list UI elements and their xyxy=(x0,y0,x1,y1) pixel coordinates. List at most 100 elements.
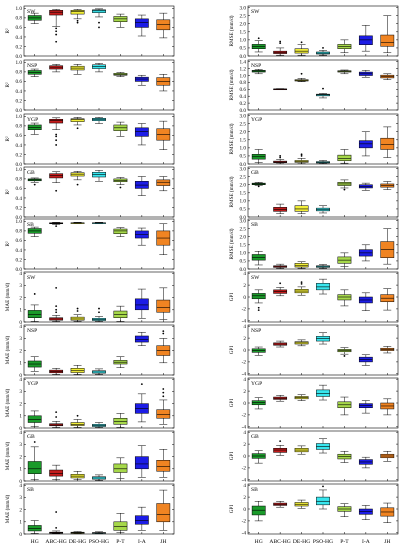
box-pso-hg xyxy=(92,8,106,29)
y-tick-label: 0.2 xyxy=(240,101,247,107)
box-de-hg xyxy=(70,364,85,375)
outlier-point xyxy=(55,411,58,414)
y-tick-label: 0 xyxy=(19,426,22,432)
box-p-t xyxy=(113,177,128,189)
y-tick-label: 1.0 xyxy=(16,6,23,12)
x-category-label: DE-HG xyxy=(69,539,86,545)
box-body xyxy=(156,409,171,419)
outlier-point xyxy=(257,185,260,188)
axes-frame xyxy=(23,218,175,270)
y-tick-label: 0.4 xyxy=(16,196,23,202)
y-tick-label: 0 xyxy=(243,507,246,513)
box-body xyxy=(156,179,171,186)
y-axis-label: GPI xyxy=(229,399,235,408)
outlier-point xyxy=(33,183,36,186)
y-tick-label: 1.5 xyxy=(240,243,247,249)
box-hg xyxy=(27,12,42,24)
box-body xyxy=(273,50,288,54)
box-abc-hg xyxy=(49,64,64,73)
box-de-hg xyxy=(294,200,309,215)
box-i-a xyxy=(358,70,373,78)
y-tick-label: 3 xyxy=(19,389,22,395)
box-de-hg xyxy=(294,72,309,82)
box-abc-hg xyxy=(49,411,64,428)
outlier-point xyxy=(76,127,79,130)
y-tick-label: 1.4 xyxy=(240,60,247,66)
box-abc-hg xyxy=(49,222,64,228)
y-tick-label: -2 xyxy=(242,360,247,366)
outlier-point xyxy=(76,19,79,22)
panel-gpi-nsp: -4 -2 0 2 4 GPI NSP xyxy=(229,324,399,378)
box-i-a xyxy=(358,456,373,469)
y-tick-label: 0 xyxy=(243,454,246,460)
box-body xyxy=(92,9,106,13)
box-pso-hg xyxy=(92,307,106,322)
box-i-a xyxy=(134,383,149,423)
outlier-point xyxy=(162,332,165,335)
box-body xyxy=(294,263,309,268)
box-jh xyxy=(156,176,171,192)
panel-r-nsp: 0.0 0.2 0.4 0.6 0.8 1.0 R² NSP xyxy=(5,59,175,114)
site-tag: GB xyxy=(251,170,259,176)
y-tick-label: 1.0 xyxy=(240,38,247,44)
panel-gpi-gb: -4 -2 0 2 4 GPI GB xyxy=(229,430,399,484)
y-axis-label: MAE (mm/d) xyxy=(4,336,11,365)
x-category-label: I-A xyxy=(362,539,370,545)
y-tick-label: 3 xyxy=(19,442,22,448)
y-tick-label: -2 xyxy=(242,466,247,472)
axes-frame xyxy=(23,377,175,429)
y-tick-label: 0.4 xyxy=(240,94,247,100)
y-tick-label: -4 xyxy=(242,372,247,378)
y-tick-label: 2.5 xyxy=(240,121,247,127)
outlier-point xyxy=(300,153,303,156)
box-pso-hg xyxy=(92,170,106,182)
y-tick-label: 2 xyxy=(243,389,246,395)
y-tick-label: 1.0 xyxy=(16,167,23,173)
y-tick-label: 0 xyxy=(243,401,246,407)
y-tick-label: 0.0 xyxy=(16,215,23,221)
box-jh xyxy=(156,388,171,425)
box-pso-hg xyxy=(92,222,106,225)
box-jh xyxy=(156,287,171,320)
outlier-point xyxy=(76,307,79,310)
box-jh xyxy=(380,346,395,354)
y-tick-label: 4 xyxy=(243,324,246,330)
y-tick-label: 4 xyxy=(19,483,22,489)
y-tick-label: 3 xyxy=(19,336,22,342)
box-i-a xyxy=(358,505,373,520)
panel-rmse-sw: 0.0 0.5 1.0 1.5 2.0 2.5 3.0 RMSE (mm/d) SW xyxy=(228,5,399,60)
y-tick-label: 0.8 xyxy=(16,177,23,183)
box-de-hg xyxy=(70,64,85,75)
y-tick-label: 0 xyxy=(19,373,22,379)
box-jh xyxy=(156,74,171,92)
y-axis-label: R² xyxy=(5,189,11,194)
y-tick-label: 2 xyxy=(243,442,246,448)
outlier-point xyxy=(279,282,282,285)
y-tick-label: -4 xyxy=(242,531,247,537)
y-tick-label: -4 xyxy=(242,425,247,431)
outlier-point xyxy=(55,416,58,418)
box-body xyxy=(273,207,288,212)
outlier-point xyxy=(55,311,58,314)
box-body xyxy=(70,118,85,122)
outlier-point xyxy=(55,133,58,136)
y-tick-label: 0.2 xyxy=(16,152,23,158)
panel-rmse-ygp: 0.0 0.5 1.0 1.5 2.0 2.5 3.0 RMSE (mm/d) YGP xyxy=(228,113,399,168)
site-tag: SW xyxy=(27,275,36,281)
y-tick-label: 3.0 xyxy=(240,5,247,11)
outlier-point xyxy=(55,30,58,33)
panel-gpi-sw: -4 -2 0 2 4 GPI SW xyxy=(229,271,399,325)
box-hg xyxy=(251,289,266,311)
box-jh xyxy=(380,450,395,462)
box-body xyxy=(134,298,149,311)
y-tick-label: 0.0 xyxy=(16,267,23,273)
panel-rmse-nsp: 0.00.20.40.60.81.01.21.4 RMSE (mm/d) NSP xyxy=(228,60,399,114)
y-tick-label: 1 xyxy=(19,467,22,473)
box-i-a xyxy=(358,292,373,311)
box-i-a xyxy=(358,244,373,262)
y-tick-label: 4 xyxy=(243,430,246,436)
box-abc-hg xyxy=(49,117,64,146)
panel-mae-nsp: 0 1 2 3 4 MAE (mm/d) NSP xyxy=(4,324,175,379)
outlier-point xyxy=(55,27,58,30)
y-tick-label: -2 xyxy=(242,413,247,419)
